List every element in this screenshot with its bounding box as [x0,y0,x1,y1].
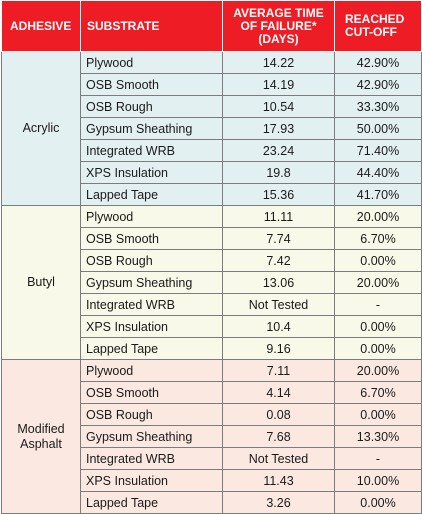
substrate-cell: OSB Smooth [80,227,223,250]
reached-cut-off-cell: 0.00% [334,249,422,272]
substrate-cell: Lapped Tape [80,491,223,514]
substrate-cell: XPS Insulation [80,315,223,338]
substrate-cell: Gypsum Sheathing [80,425,223,448]
reached-cut-off-cell: 0.00% [334,403,422,426]
substrate-cell: Plywood [80,51,223,74]
table-row: Lapped Tape 15.36 41.70% [2,183,422,206]
average-time-cell: 10.54 [222,95,335,118]
header-adhesive: ADHESIVE [1,0,81,52]
average-time-cell: 15.36 [222,183,335,206]
header-row: ADHESIVE SUBSTRATE AVERAGE TIME OF FAILU… [1,0,422,52]
adhesive-cell: Modified Asphalt [1,359,81,514]
substrate-cell: Lapped Tape [80,183,223,206]
table-row: OSB Rough 10.54 33.30% [2,95,422,118]
substrate-cell: OSB Rough [80,403,223,426]
reached-cut-off-cell: 0.00% [334,315,422,338]
substrate-cell: OSB Smooth [80,73,223,96]
average-time-cell: 19.8 [222,161,335,184]
reached-cut-off-cell: 42.90% [334,73,422,96]
table-row: Integrated WRB 23.24 71.40% [2,139,422,162]
reached-cut-off-cell: - [334,293,422,316]
adhesive-cell: Butyl [1,205,81,360]
substrate-cell: Integrated WRB [80,447,223,470]
table-row: Gypsum Sheathing 13.06 20.00% [2,271,422,294]
reached-cut-off-cell: 20.00% [334,205,422,228]
reached-cut-off-cell: 71.40% [334,139,422,162]
reached-cut-off-cell: 13.30% [334,425,422,448]
substrate-cell: Gypsum Sheathing [80,117,223,140]
table-body: Acrylic Plywood 14.22 42.90% OSB Smooth 14.19… [1,51,422,514]
reached-cut-off-cell: 33.30% [334,95,422,118]
table-row: Integrated WRB Not Tested - [2,293,422,316]
header-reached-cut-off: REACHED CUT-OFF [334,0,422,52]
table-row: OSB Rough 0.08 0.00% [2,403,422,426]
table-row: Lapped Tape 9.16 0.00% [2,337,422,360]
average-time-cell: Not Tested [222,447,335,470]
table-row: Butyl Plywood 11.11 20.00% [1,205,422,360]
average-time-cell: 14.22 [222,51,335,74]
substrate-cell: Gypsum Sheathing [80,271,223,294]
reached-cut-off-cell: 6.70% [334,227,422,250]
reached-cut-off-cell: 44.40% [334,161,422,184]
substrate-cell: Lapped Tape [80,337,223,360]
table-row: XPS Insulation 11.43 10.00% [2,469,422,492]
substrate-cell: Plywood [80,205,223,228]
header-average-time-of-failure: AVERAGE TIME OF FAILURE* (DAYS) [222,0,335,52]
substrate-cell: OSB Smooth [80,381,223,404]
average-time-cell: 11.43 [222,469,335,492]
average-time-cell: Not Tested [222,293,335,316]
reached-cut-off-cell: 10.00% [334,469,422,492]
average-time-cell: 10.4 [222,315,335,338]
substrate-cell: Integrated WRB [80,293,223,316]
reached-cut-off-cell: 6.70% [334,381,422,404]
average-time-cell: 0.08 [222,403,335,426]
table-row: Acrylic Plywood 14.22 42.90% [1,51,422,206]
table-row: OSB Rough 7.42 0.00% [2,249,422,272]
average-time-cell: 7.68 [222,425,335,448]
average-time-cell: 11.11 [222,205,335,228]
table-row: XPS Insulation 19.8 44.40% [2,161,422,184]
adhesive-cell: Acrylic [1,51,81,206]
header-substrate: SUBSTRATE [80,0,223,52]
reached-cut-off-cell: 41.70% [334,183,422,206]
average-time-cell: 23.24 [222,139,335,162]
average-time-cell: 4.14 [222,381,335,404]
substrate-cell: XPS Insulation [80,161,223,184]
average-time-cell: 13.06 [222,271,335,294]
average-time-cell: 7.42 [222,249,335,272]
reached-cut-off-cell: 20.00% [334,359,422,382]
substrate-cell: XPS Insulation [80,469,223,492]
average-time-cell: 14.19 [222,73,335,96]
average-time-cell: 9.16 [222,337,335,360]
average-time-cell: 7.11 [222,359,335,382]
reached-cut-off-cell: 50.00% [334,117,422,140]
average-time-cell: 17.93 [222,117,335,140]
table-row: OSB Smooth 14.19 42.90% [2,73,422,96]
average-time-cell: 7.74 [222,227,335,250]
average-time-cell: 3.26 [222,491,335,514]
reached-cut-off-cell: 20.00% [334,271,422,294]
table-row: OSB Smooth 7.74 6.70% [2,227,422,250]
substrate-cell: Plywood [80,359,223,382]
substrate-cell: OSB Rough [80,249,223,272]
reached-cut-off-cell: 0.00% [334,337,422,360]
substrate-cell: Integrated WRB [80,139,223,162]
table-row: Modified Asphalt Plywood 7.11 20.00% [1,359,422,514]
substrate-cell: OSB Rough [80,95,223,118]
reached-cut-off-cell: 0.00% [334,491,422,514]
reached-cut-off-cell: - [334,447,422,470]
table-row: OSB Smooth 4.14 6.70% [2,381,422,404]
reached-cut-off-cell: 42.90% [334,51,422,74]
table-row: Integrated WRB Not Tested - [2,447,422,470]
